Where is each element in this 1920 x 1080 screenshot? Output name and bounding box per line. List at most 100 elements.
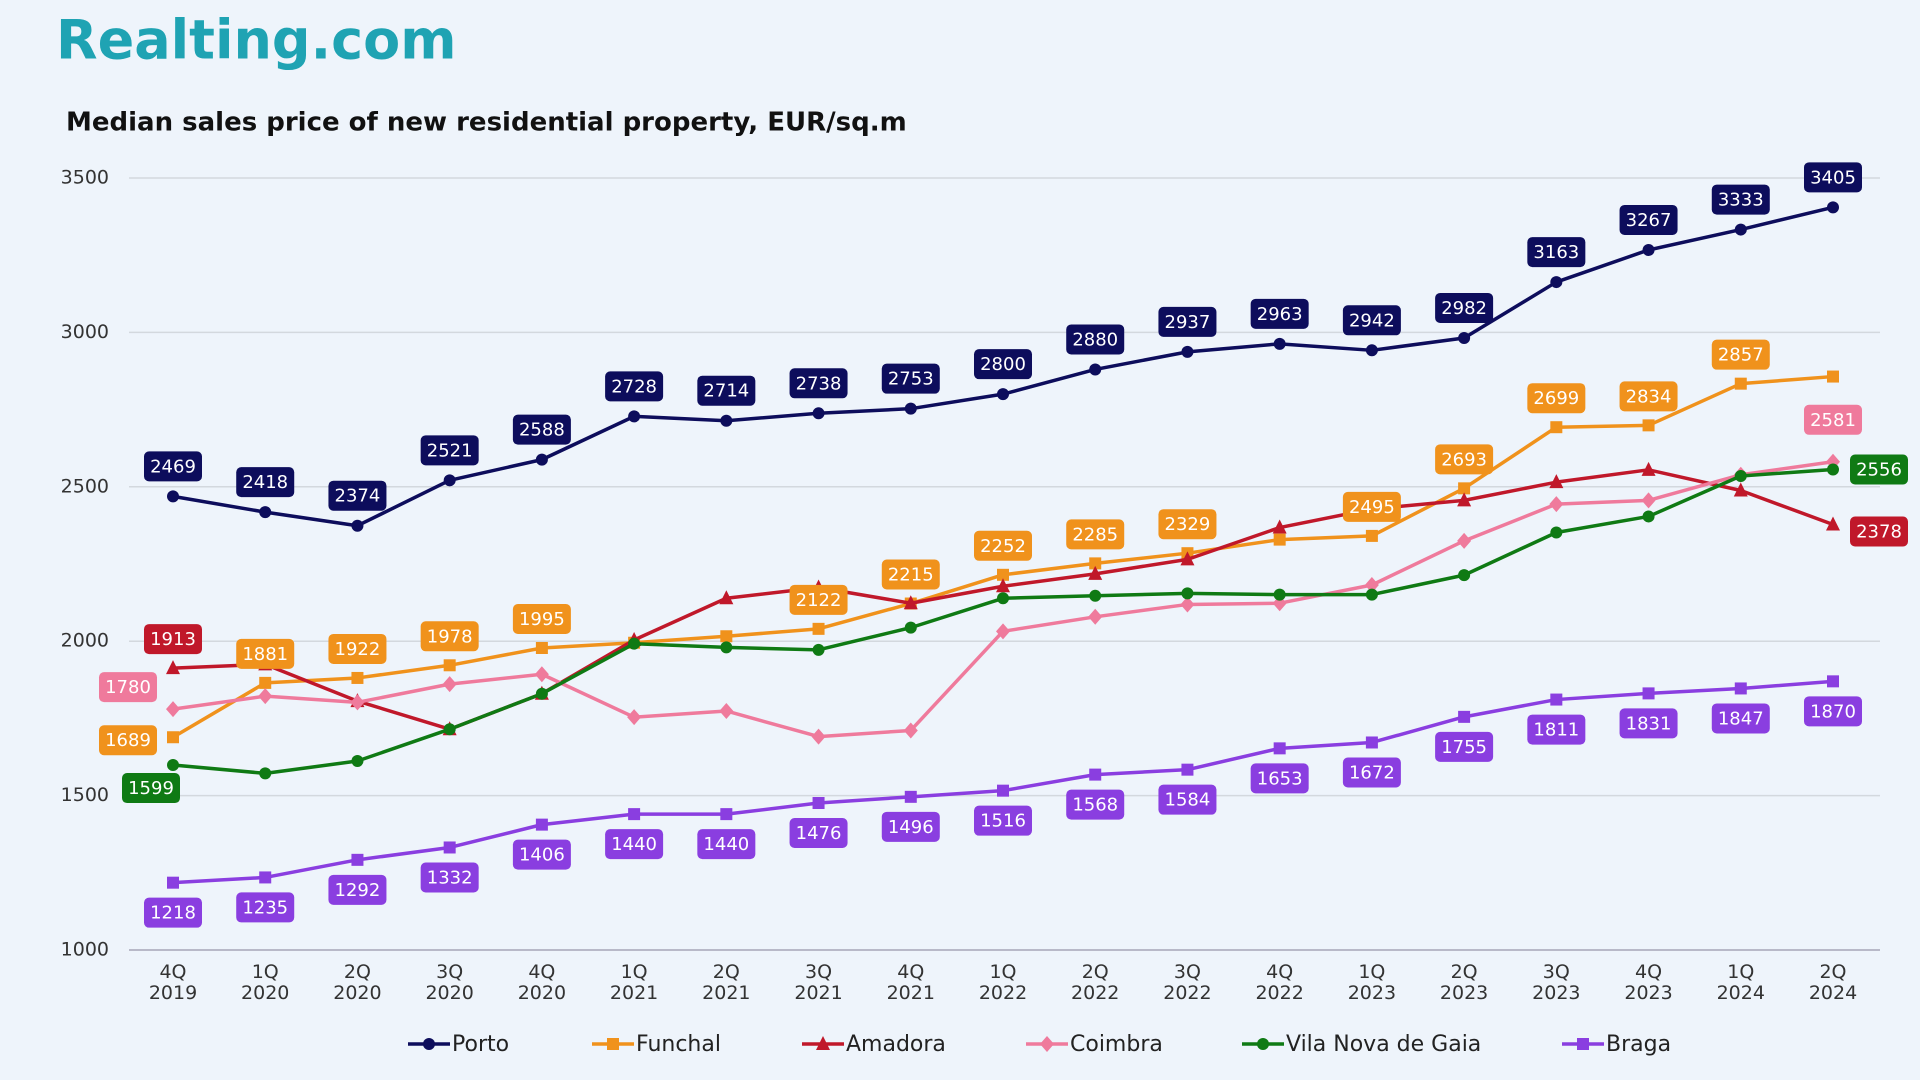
data-label-box	[144, 897, 202, 928]
data-label: 2982	[1435, 292, 1494, 323]
x-tick-label: 1Q 2020	[241, 961, 290, 1004]
point	[812, 407, 825, 420]
data-label-text: 1847	[1718, 708, 1764, 729]
data-label-box	[1804, 404, 1862, 435]
x-tick-label: 3Q 2023	[1532, 961, 1581, 1004]
point	[1549, 496, 1564, 513]
data-label-box	[1711, 703, 1770, 734]
data-label-text: 2374	[335, 486, 381, 507]
data-label-text: 1292	[335, 880, 381, 901]
data-label: 2880	[1066, 324, 1125, 355]
data-label-box	[420, 862, 479, 893]
point	[1827, 370, 1839, 383]
point	[1458, 482, 1471, 495]
point	[1180, 551, 1195, 566]
point	[535, 641, 548, 654]
data-label-text: 1440	[703, 834, 749, 855]
point	[1734, 223, 1747, 236]
data-label-box	[420, 621, 479, 652]
data-label-box	[1804, 162, 1862, 193]
data-label: 1406	[512, 839, 571, 870]
point	[1089, 557, 1102, 570]
point	[259, 676, 272, 689]
data-label-box	[697, 829, 756, 860]
x-tick-label: 2Q 2023	[1439, 961, 1489, 1004]
point	[1827, 675, 1839, 688]
point	[719, 590, 734, 605]
data-label-box	[789, 584, 848, 615]
data-label: 1292	[328, 874, 387, 905]
legend-label: Coimbra	[1070, 1032, 1163, 1057]
point	[1550, 421, 1563, 434]
x-tick-label: 3Q 2022	[1163, 961, 1212, 1004]
point	[258, 688, 273, 705]
data-label-text: 1672	[1349, 762, 1395, 783]
point	[1181, 345, 1194, 358]
data-label-text: 1870	[1810, 701, 1856, 722]
y-tick-label: 3500	[61, 167, 109, 189]
point	[628, 637, 641, 650]
data-label-text: 3267	[1626, 210, 1672, 231]
data-label: 1653	[1250, 763, 1309, 794]
point	[167, 759, 179, 772]
point	[350, 694, 365, 711]
data-label: 1780	[99, 672, 157, 703]
data-label-box	[1158, 784, 1217, 815]
data-label-box	[99, 725, 157, 756]
data-label: 1496	[881, 811, 940, 842]
point	[1181, 587, 1194, 600]
data-label: 2469	[144, 451, 202, 482]
x-tick-label: 1Q 2022	[978, 961, 1028, 1004]
point	[443, 723, 456, 736]
point	[1088, 565, 1103, 580]
point	[1273, 337, 1286, 350]
data-label: 2800	[974, 349, 1032, 380]
data-label-text: 2714	[703, 381, 749, 402]
data-label-text: 2556	[1856, 460, 1902, 481]
point	[351, 755, 364, 768]
data-label: 2588	[512, 414, 571, 445]
point	[259, 767, 272, 780]
x-tick-label: 2Q 2024	[1808, 961, 1858, 1004]
data-label-text: 1235	[242, 897, 288, 918]
data-label-box	[328, 633, 387, 664]
data-label-box	[881, 363, 940, 394]
legend-label: Braga	[1606, 1032, 1671, 1057]
point	[443, 841, 456, 854]
data-label-text: 1584	[1165, 790, 1211, 811]
data-label: 2728	[605, 371, 664, 402]
point	[166, 701, 180, 718]
data-label: 1978	[420, 621, 479, 652]
data-label: 2937	[1158, 306, 1217, 337]
point	[351, 671, 364, 684]
x-tick-label: 1Q 2023	[1347, 961, 1397, 1004]
data-label-box	[512, 414, 571, 445]
data-label-box	[1342, 491, 1401, 522]
data-label-text: 2834	[1626, 386, 1672, 407]
data-label-text: 2880	[1072, 329, 1118, 350]
data-label-box	[1342, 757, 1401, 788]
legend-marker	[1257, 1038, 1269, 1050]
data-label-text: 2857	[1718, 345, 1764, 366]
data-label-text: 2122	[796, 590, 842, 611]
data-label-text: 2495	[1349, 497, 1395, 518]
data-label-box	[1850, 454, 1908, 485]
x-tick-label: 2Q 2021	[702, 961, 751, 1004]
point	[1642, 510, 1655, 523]
point	[167, 490, 179, 503]
data-label-text: 1780	[105, 677, 151, 698]
data-label-box	[328, 874, 387, 905]
point	[720, 414, 733, 427]
data-label: 2329	[1158, 509, 1217, 540]
data-label: 1831	[1619, 708, 1678, 739]
data-label: 1870	[1804, 696, 1862, 727]
data-label-text: 2252	[980, 536, 1026, 557]
logo: Realting.com	[56, 9, 456, 72]
data-label-text: 2215	[888, 565, 934, 586]
data-label-text: 2942	[1349, 310, 1395, 331]
data-label-text: 1831	[1626, 713, 1672, 734]
data-label-text: 2588	[519, 420, 565, 441]
data-label: 1689	[99, 725, 157, 756]
data-label: 1811	[1527, 714, 1586, 745]
